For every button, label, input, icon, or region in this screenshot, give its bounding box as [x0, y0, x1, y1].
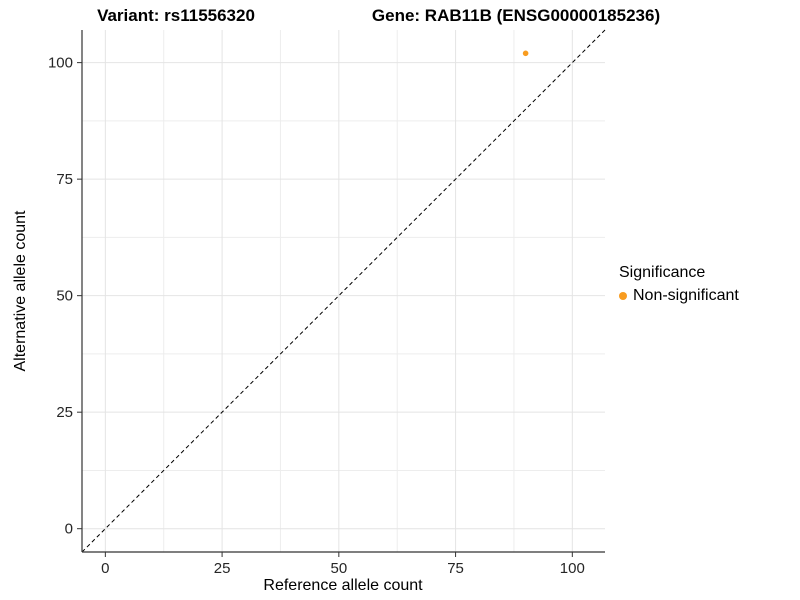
y-tick-label: 0 — [65, 521, 73, 538]
x-tick-label: 50 — [330, 560, 347, 577]
legend-item-label: Non-significant — [633, 287, 739, 304]
x-tick-label: 0 — [101, 560, 109, 577]
data-point — [522, 50, 529, 57]
variant-title: Variant: rs11556320 — [97, 6, 255, 25]
y-tick-label: 50 — [56, 288, 73, 305]
y-tick-label: 100 — [48, 55, 73, 72]
legend-title: Significance — [619, 264, 706, 281]
y-tick-label: 75 — [56, 171, 73, 188]
legend: Significance Non-significant — [619, 264, 739, 305]
x-tick-label: 100 — [560, 560, 585, 577]
y-axis-title: Alternative allele count — [12, 210, 29, 372]
legend-point-icon — [619, 292, 627, 300]
identity-line — [81, 29, 606, 553]
legend-item-non-significant: Non-significant — [619, 287, 739, 305]
x-tick-label: 75 — [447, 560, 464, 577]
y-tick-label: 25 — [56, 404, 73, 421]
gene-title: Gene: RAB11B (ENSG00000185236) — [371, 6, 661, 25]
x-axis-title: Reference allele count — [263, 577, 423, 594]
x-tick-label: 25 — [214, 560, 231, 577]
